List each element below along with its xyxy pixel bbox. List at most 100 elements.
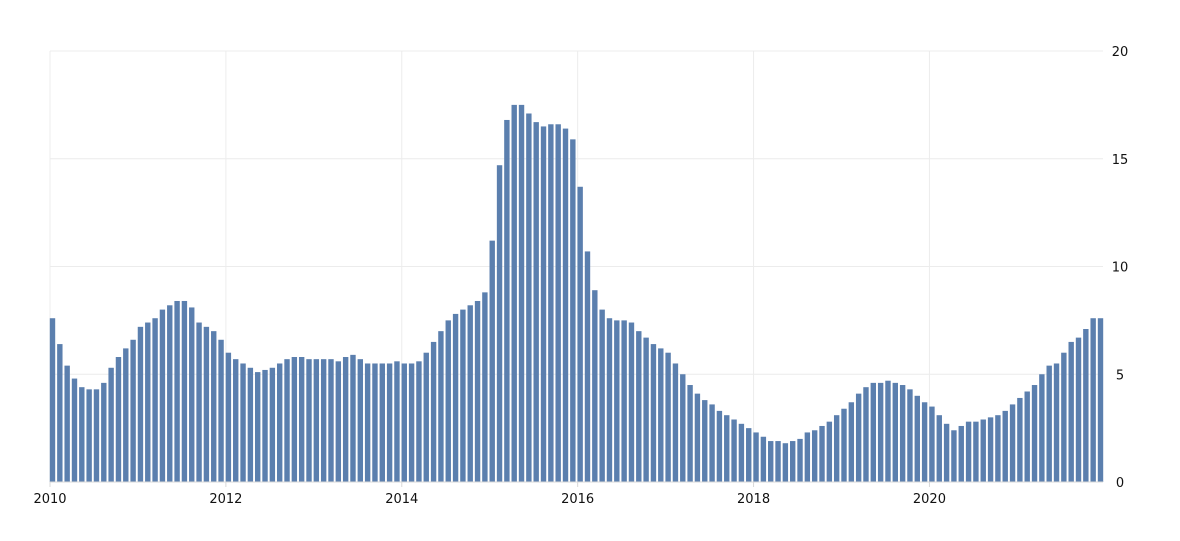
bar[interactable]	[592, 290, 598, 482]
bar[interactable]	[335, 361, 342, 482]
bar[interactable]	[1046, 365, 1052, 482]
bar[interactable]	[145, 322, 151, 482]
bar[interactable]	[93, 389, 100, 482]
bar[interactable]	[782, 443, 789, 482]
bar[interactable]	[951, 430, 957, 482]
bar[interactable]	[995, 415, 1001, 482]
bar[interactable]	[746, 428, 752, 483]
bar[interactable]	[965, 421, 972, 482]
bar[interactable]	[467, 305, 473, 482]
bar[interactable]	[570, 139, 576, 482]
bar[interactable]	[899, 385, 906, 482]
bar[interactable]	[445, 320, 451, 483]
bar[interactable]	[929, 406, 935, 482]
bar[interactable]	[233, 359, 239, 482]
bar[interactable]	[943, 423, 950, 482]
bar[interactable]	[357, 359, 363, 482]
bar[interactable]	[1053, 363, 1060, 482]
bar[interactable]	[152, 318, 158, 482]
bar[interactable]	[269, 367, 276, 482]
bar[interactable]	[731, 419, 737, 483]
bar[interactable]	[255, 372, 261, 482]
bar[interactable]	[1031, 385, 1038, 482]
bar[interactable]	[211, 331, 217, 482]
bar[interactable]	[482, 292, 488, 482]
bar[interactable]	[452, 313, 459, 482]
bar[interactable]	[460, 309, 466, 482]
bar[interactable]	[687, 385, 693, 482]
bar[interactable]	[350, 354, 356, 482]
bar[interactable]	[1017, 397, 1023, 482]
bar[interactable]	[702, 400, 708, 482]
bar[interactable]	[438, 331, 444, 482]
bar[interactable]	[101, 382, 107, 482]
bar[interactable]	[247, 367, 254, 482]
bar[interactable]	[57, 344, 63, 482]
bar[interactable]	[548, 124, 554, 483]
bar[interactable]	[306, 359, 312, 482]
bar[interactable]	[386, 363, 393, 482]
bar[interactable]	[416, 361, 422, 482]
bar[interactable]	[489, 240, 495, 482]
bar[interactable]	[130, 339, 136, 482]
bar[interactable]	[1009, 404, 1016, 482]
bar[interactable]	[284, 359, 290, 482]
bar[interactable]	[137, 326, 144, 482]
bar[interactable]	[555, 124, 561, 483]
bar[interactable]	[841, 408, 847, 482]
bar[interactable]	[877, 382, 884, 482]
bar[interactable]	[159, 309, 166, 482]
bar[interactable]	[181, 300, 188, 482]
bar[interactable]	[1075, 337, 1082, 482]
bar[interactable]	[870, 382, 877, 482]
bar[interactable]	[71, 378, 78, 482]
bar[interactable]	[1039, 374, 1045, 482]
bar[interactable]	[1068, 341, 1074, 482]
bar[interactable]	[189, 307, 195, 482]
bar[interactable]	[115, 357, 122, 482]
bar[interactable]	[775, 441, 781, 482]
bar[interactable]	[738, 423, 745, 482]
bar[interactable]	[819, 425, 825, 482]
bar[interactable]	[1061, 352, 1067, 482]
bar[interactable]	[496, 165, 503, 482]
bar[interactable]	[86, 389, 92, 482]
bar[interactable]	[533, 122, 539, 483]
bar[interactable]	[291, 357, 298, 482]
bar[interactable]	[203, 326, 210, 482]
bar[interactable]	[372, 363, 378, 482]
bar[interactable]	[797, 438, 803, 482]
bar[interactable]	[474, 300, 481, 482]
bar[interactable]	[518, 104, 525, 483]
bar[interactable]	[811, 430, 818, 482]
bar[interactable]	[540, 126, 547, 483]
bar[interactable]	[914, 395, 920, 482]
bar[interactable]	[394, 361, 400, 482]
bar[interactable]	[423, 352, 429, 482]
bar[interactable]	[973, 421, 979, 482]
bar[interactable]	[636, 331, 642, 482]
bar[interactable]	[577, 186, 583, 482]
bar[interactable]	[599, 309, 605, 482]
bar[interactable]	[64, 365, 70, 482]
bar[interactable]	[760, 436, 767, 482]
bar[interactable]	[790, 441, 796, 482]
bar[interactable]	[863, 387, 869, 482]
bar[interactable]	[49, 318, 56, 482]
bar[interactable]	[672, 363, 679, 482]
bar[interactable]	[298, 357, 305, 482]
bar[interactable]	[225, 352, 232, 482]
bar[interactable]	[526, 113, 532, 483]
bar[interactable]	[562, 128, 569, 482]
bar[interactable]	[240, 363, 246, 482]
bar[interactable]	[430, 341, 437, 482]
bar[interactable]	[614, 320, 620, 483]
bar[interactable]	[885, 380, 891, 482]
bar[interactable]	[167, 305, 173, 482]
bar[interactable]	[892, 382, 898, 482]
bar[interactable]	[313, 359, 320, 482]
bar[interactable]	[123, 348, 129, 482]
bar[interactable]	[826, 421, 833, 482]
bar[interactable]	[680, 374, 686, 482]
bar[interactable]	[606, 318, 613, 482]
